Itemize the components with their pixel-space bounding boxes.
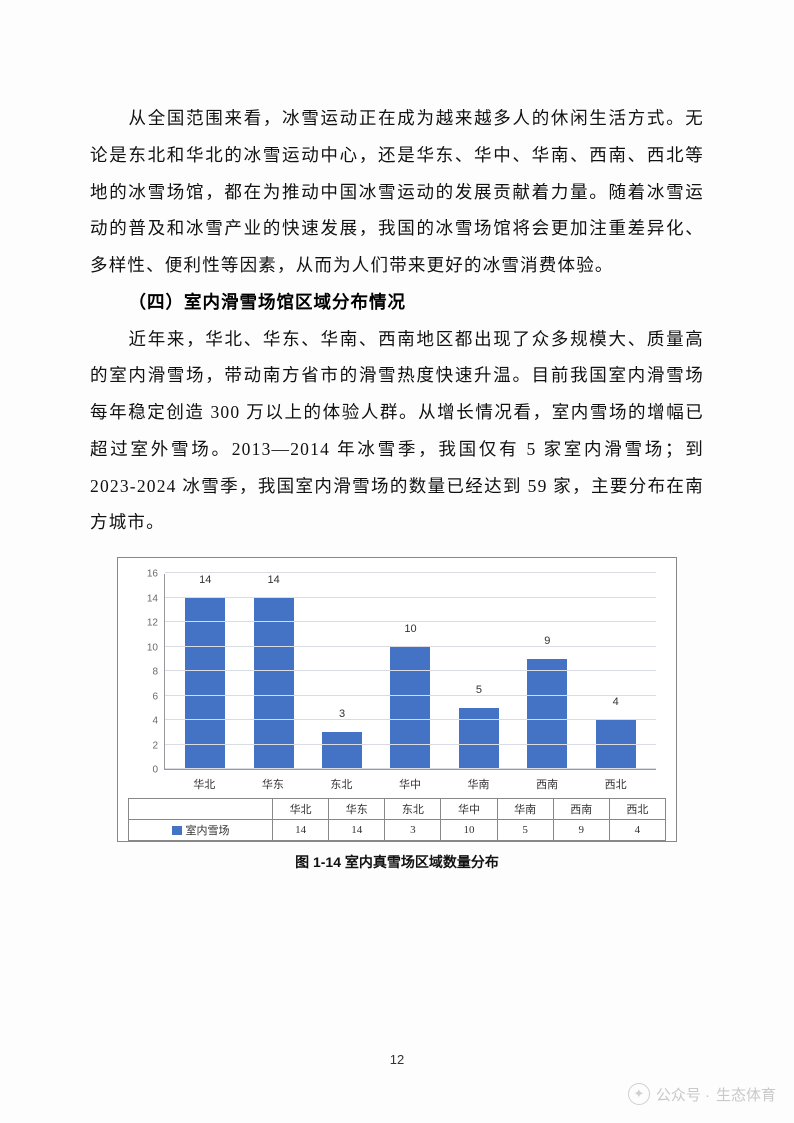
y-tick: 6: [128, 691, 158, 702]
table-header-cell: 西南: [553, 799, 609, 820]
chart-data-table: 华北华东东北华中华南西南西北 室内雪场1414310594: [128, 798, 666, 841]
table-value-cell: 14: [329, 820, 385, 841]
table-header-cell: 东北: [385, 799, 441, 820]
x-tick: 华北: [180, 776, 228, 792]
x-tick: 华东: [249, 776, 297, 792]
page-number: 12: [0, 1052, 794, 1067]
table-value-cell: 5: [497, 820, 553, 841]
watermark-prefix: 公众号 ·: [656, 1084, 710, 1105]
bar-slot: 5: [455, 574, 503, 769]
y-tick: 12: [128, 618, 158, 629]
bar-slot: 9: [523, 574, 571, 769]
table-header-cell: 华东: [329, 799, 385, 820]
x-tick: 西北: [592, 776, 640, 792]
y-tick: 10: [128, 642, 158, 653]
table-value-cell: 4: [609, 820, 665, 841]
bar-chart: 0246810121416 1414310594 华北华东东北华中华南西南西北 …: [117, 557, 677, 842]
wechat-icon: ✦: [628, 1083, 650, 1105]
bar: [596, 720, 636, 769]
bar: [322, 732, 362, 769]
y-tick: 0: [128, 765, 158, 776]
table-value-cell: 9: [553, 820, 609, 841]
y-tick: 16: [128, 569, 158, 580]
page-body: 从全国范围来看，冰雪运动正在成为越来越多人的休闲生活方式。无论是东北和华北的冰雪…: [0, 0, 794, 932]
table-value-cell: 14: [273, 820, 329, 841]
bar-value-label: 14: [268, 574, 280, 586]
table-value-cell: 3: [385, 820, 441, 841]
plot-area: 14 14 3 10 59 4: [164, 574, 656, 770]
paragraph-2: 近年来，华北、华东、华南、西南地区都出现了众多规模大、质量高的室内滑雪场，带动南…: [90, 321, 704, 542]
section-heading: （四）室内滑雪场馆区域分布情况: [90, 284, 704, 321]
legend-label: 室内雪场: [186, 822, 230, 838]
table-header-cell: 华南: [497, 799, 553, 820]
y-tick: 4: [128, 716, 158, 727]
series-legend: 室内雪场: [129, 820, 273, 841]
legend-swatch: [172, 826, 182, 835]
bar-slot: 14: [250, 574, 298, 769]
paragraph-1: 从全国范围来看，冰雪运动正在成为越来越多人的休闲生活方式。无论是东北和华北的冰雪…: [90, 100, 704, 284]
watermark-name: 生态体育: [716, 1084, 776, 1105]
table-header-cell: 华中: [441, 799, 497, 820]
bar-value-label: 4: [613, 696, 619, 708]
x-tick: 华中: [386, 776, 434, 792]
bar-value-label: 10: [404, 623, 416, 635]
bar-slot: 4: [592, 574, 640, 769]
watermark: ✦ 公众号 · 生态体育: [628, 1083, 776, 1105]
table-header-cell: 西北: [609, 799, 665, 820]
x-tick: 西南: [523, 776, 571, 792]
chart-caption: 图 1-14 室内真雪场区域数量分布: [90, 852, 704, 872]
bar: [527, 659, 567, 769]
table-value-cell: 10: [441, 820, 497, 841]
table-corner: [129, 799, 273, 820]
y-tick: 2: [128, 740, 158, 751]
bar-slot: 14: [181, 574, 229, 769]
bar-slot: 3: [318, 574, 366, 769]
x-tick: 东北: [317, 776, 365, 792]
y-tick: 14: [128, 593, 158, 604]
table-header-cell: 华北: [273, 799, 329, 820]
chart-plot: 0 2 4 6 8 10 12 14 16 14 14 3 10 59 4 华北 华东 东北 华中 华南 西南 西北: [128, 568, 666, 798]
x-tick: 华南: [455, 776, 503, 792]
y-tick: 8: [128, 667, 158, 678]
bar-slot: 10: [386, 574, 434, 769]
bar: [390, 647, 430, 770]
bar: [459, 708, 499, 769]
bar-value-label: 14: [199, 574, 211, 586]
